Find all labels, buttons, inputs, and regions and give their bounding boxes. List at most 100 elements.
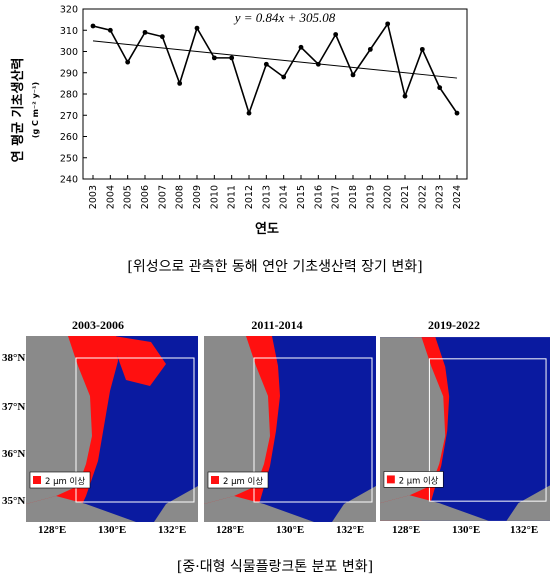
lon-label-128e-p3: 128°E bbox=[392, 524, 421, 536]
y-tick-label: 290 bbox=[60, 68, 78, 79]
map-title-2011-2014: 2011-2014 bbox=[251, 318, 303, 332]
y-axis-unit: (g C m⁻² y⁻¹) bbox=[31, 82, 40, 138]
x-tick-label: 2022 bbox=[417, 185, 428, 209]
chart-caption: [위성으로 관측한 동해 연안 기초생산력 장기 변화] bbox=[127, 259, 423, 275]
x-tick-label: 2005 bbox=[123, 185, 134, 209]
data-point bbox=[454, 110, 460, 116]
data-point bbox=[246, 110, 252, 116]
map-panel-2003-2006: 2 μm 이상 bbox=[26, 336, 198, 522]
study-area-box bbox=[253, 357, 373, 503]
x-tick-label: 2003 bbox=[88, 185, 99, 209]
data-point bbox=[125, 59, 131, 65]
land-area-kyushu bbox=[154, 486, 198, 522]
x-tick-label: 2008 bbox=[175, 185, 186, 209]
data-point bbox=[211, 55, 217, 61]
chart-axes: 240 250 260 270 280 290 300 310 320 2003 2004 2005 2… bbox=[60, 5, 468, 209]
data-point bbox=[107, 27, 113, 33]
y-tick-label: 320 bbox=[60, 5, 78, 16]
lat-label-38n: 38°N bbox=[2, 352, 26, 364]
bloom-offshore-patch bbox=[114, 336, 166, 386]
primary-productivity-chart: 240 250 260 270 280 290 300 310 320 2003 2004 2005 2… bbox=[10, 5, 468, 237]
y-tick-label: 240 bbox=[60, 175, 78, 186]
maps-caption: [중·대형 식물플랑크톤 분포 변화] bbox=[176, 559, 374, 575]
series-line bbox=[92, 21, 458, 116]
lon-label-130e-p1: 130°E bbox=[98, 524, 127, 536]
land-area-south bbox=[380, 495, 489, 521]
land-area-south bbox=[26, 496, 136, 522]
y-tick-label: 260 bbox=[60, 132, 78, 143]
x-tick-label: 2019 bbox=[365, 185, 376, 209]
x-tick-label: 2012 bbox=[244, 185, 255, 209]
data-point bbox=[298, 44, 304, 50]
data-point bbox=[159, 34, 165, 40]
lon-label-132e-p1: 132°E bbox=[158, 524, 187, 536]
x-tick-label: 2009 bbox=[192, 185, 203, 209]
x-tick-label: 2020 bbox=[383, 185, 394, 209]
study-area-box bbox=[75, 357, 195, 503]
legend-box bbox=[383, 471, 444, 488]
data-point bbox=[263, 61, 269, 67]
x-tick-label: 2010 bbox=[209, 185, 220, 209]
data-point bbox=[177, 80, 183, 86]
land-area bbox=[380, 337, 446, 504]
plot-frame bbox=[82, 8, 468, 180]
lon-label-128e-p2: 128°E bbox=[216, 524, 245, 536]
legend-label: 2 μm 이상 bbox=[45, 476, 85, 487]
data-point bbox=[385, 21, 391, 27]
x-tick-label: 2023 bbox=[435, 185, 446, 209]
data-point bbox=[402, 93, 408, 99]
trendline-group bbox=[92, 40, 458, 79]
legend-swatch bbox=[211, 476, 219, 484]
x-tick-label: 2016 bbox=[313, 185, 324, 209]
map-panel-2011-2014: 2 μm 이상 bbox=[204, 336, 376, 522]
land-area-south bbox=[204, 496, 314, 522]
legend-box bbox=[29, 471, 91, 489]
x-tick-label: 2013 bbox=[261, 185, 272, 209]
land-area-kyushu bbox=[506, 485, 550, 521]
y-tick-label: 300 bbox=[60, 47, 78, 58]
y-tick-label: 310 bbox=[60, 26, 78, 37]
map-panel-2019-2022: 2 μm 이상 bbox=[380, 337, 550, 521]
legend-label: 2 μm 이상 bbox=[399, 475, 439, 485]
study-area-box bbox=[428, 358, 547, 502]
data-point bbox=[194, 25, 200, 31]
data-point bbox=[142, 29, 148, 35]
data-point bbox=[419, 46, 425, 52]
lat-label-37n: 37°N bbox=[2, 401, 26, 413]
data-point bbox=[315, 61, 321, 67]
legend-box bbox=[207, 471, 269, 489]
legend-swatch bbox=[33, 476, 41, 484]
lon-label-132e-p3: 132°E bbox=[510, 524, 539, 536]
lon-label-128e-p1: 128°E bbox=[38, 524, 67, 536]
x-tick-label: 2004 bbox=[105, 185, 116, 209]
data-point bbox=[367, 46, 373, 52]
map-title-2003-2006: 2003-2006 bbox=[72, 318, 124, 332]
data-point bbox=[350, 72, 356, 78]
land-area-kyushu bbox=[332, 486, 376, 522]
x-tick-label: 2006 bbox=[140, 185, 151, 209]
bloom-coastal-band bbox=[26, 336, 118, 522]
x-tick-label: 2007 bbox=[157, 185, 168, 209]
x-tick-label: 2015 bbox=[296, 185, 307, 209]
series-group bbox=[90, 21, 460, 116]
x-tick-label: 2024 bbox=[452, 185, 463, 209]
data-point bbox=[229, 55, 235, 61]
y-tick-label: 280 bbox=[60, 90, 78, 101]
legend-label: 2 μm 이상 bbox=[223, 476, 263, 487]
map-title-2019-2022: 2019-2022 bbox=[428, 318, 480, 332]
lon-label-130e-p3: 130°E bbox=[452, 524, 481, 536]
data-point bbox=[90, 23, 96, 29]
x-tick-label: 2014 bbox=[279, 185, 290, 209]
lat-label-36n: 36°N bbox=[2, 448, 26, 460]
lon-label-130e-p2: 130°E bbox=[276, 524, 305, 536]
x-tick-label: 2011 bbox=[227, 185, 238, 209]
trendline-equation: y = 0.84x + 305.08 bbox=[233, 10, 336, 25]
lat-label-35n: 35°N bbox=[2, 495, 26, 507]
data-point bbox=[437, 85, 443, 91]
x-tick-label: 2018 bbox=[348, 185, 359, 209]
trendline bbox=[92, 40, 458, 79]
y-tick-label: 250 bbox=[60, 153, 78, 164]
legend-swatch bbox=[386, 475, 395, 484]
x-axis-label: 연도 bbox=[255, 222, 279, 237]
x-tick-label: 2021 bbox=[400, 185, 411, 209]
